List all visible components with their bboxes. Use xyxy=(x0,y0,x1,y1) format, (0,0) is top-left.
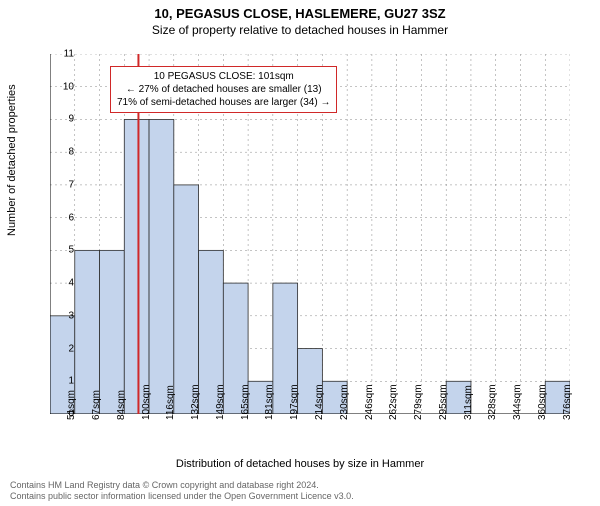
annotation-line1: 10 PEGASUS CLOSE: 101sqm xyxy=(117,70,330,83)
x-tick: 295sqm xyxy=(438,384,449,420)
x-tick: 230sqm xyxy=(339,384,350,420)
footer-attribution: Contains HM Land Registry data © Crown c… xyxy=(10,480,354,502)
x-tick: 181sqm xyxy=(264,384,275,420)
x-tick: 84sqm xyxy=(116,390,127,420)
y-tick: 7 xyxy=(44,179,74,190)
x-tick: 100sqm xyxy=(141,384,152,420)
x-tick: 197sqm xyxy=(289,384,300,420)
chart-container: 10, PEGASUS CLOSE, HASLEMERE, GU27 3SZ S… xyxy=(0,6,600,506)
y-tick: 6 xyxy=(44,212,74,223)
x-tick: 51sqm xyxy=(66,390,77,420)
x-tick: 328sqm xyxy=(487,384,498,420)
y-tick: 1 xyxy=(44,376,74,387)
x-tick: 311sqm xyxy=(463,385,474,420)
y-tick: 8 xyxy=(44,147,74,158)
annotation-line3: 71% of semi-detached houses are larger (… xyxy=(117,96,330,109)
y-tick: 2 xyxy=(44,343,74,354)
y-tick: 3 xyxy=(44,310,74,321)
x-tick: 279sqm xyxy=(413,384,424,420)
y-tick: 10 xyxy=(44,81,74,92)
y-tick: 9 xyxy=(44,114,74,125)
y-tick: 11 xyxy=(44,49,74,60)
footer-line2: Contains public sector information licen… xyxy=(10,491,354,502)
x-tick: 67sqm xyxy=(91,390,102,420)
title-main: 10, PEGASUS CLOSE, HASLEMERE, GU27 3SZ xyxy=(0,6,600,21)
title-sub: Size of property relative to detached ho… xyxy=(0,23,600,37)
x-tick: 116sqm xyxy=(165,385,176,420)
x-axis-label: Distribution of detached houses by size … xyxy=(0,458,600,470)
x-tick: 262sqm xyxy=(388,384,399,420)
x-tick: 165sqm xyxy=(240,384,251,420)
footer-line1: Contains HM Land Registry data © Crown c… xyxy=(10,480,354,491)
annotation-line2: ← 27% of detached houses are smaller (13… xyxy=(117,83,330,96)
x-tick: 344sqm xyxy=(512,384,523,420)
y-axis-label: Number of detached properties xyxy=(6,84,18,236)
y-tick: 5 xyxy=(44,245,74,256)
x-tick: 360sqm xyxy=(537,384,548,420)
annotation-box: 10 PEGASUS CLOSE: 101sqm ← 27% of detach… xyxy=(110,66,337,113)
chart-area: 10 PEGASUS CLOSE: 101sqm ← 27% of detach… xyxy=(50,54,570,414)
x-tick: 246sqm xyxy=(364,384,375,420)
x-tick: 214sqm xyxy=(314,384,325,420)
x-tick: 132sqm xyxy=(190,384,201,420)
x-tick: 376sqm xyxy=(562,384,573,420)
y-tick: 4 xyxy=(44,278,74,289)
x-tick: 149sqm xyxy=(215,384,226,420)
